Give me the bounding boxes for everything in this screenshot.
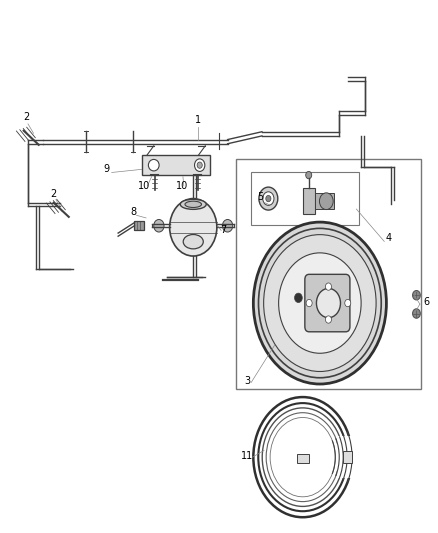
Bar [315, 193, 334, 209]
Bar [236, 159, 421, 389]
Text: 11: 11 [241, 451, 253, 461]
Circle shape [223, 220, 233, 232]
Ellipse shape [185, 201, 201, 207]
Bar [343, 451, 352, 463]
Text: 3: 3 [244, 376, 250, 386]
Bar [134, 221, 144, 230]
Circle shape [154, 220, 164, 232]
Text: 10: 10 [138, 181, 150, 191]
Bar [251, 173, 358, 225]
Circle shape [255, 400, 350, 515]
Circle shape [197, 162, 202, 168]
Polygon shape [337, 436, 357, 478]
Ellipse shape [183, 235, 203, 249]
Circle shape [306, 172, 312, 179]
Circle shape [316, 288, 340, 318]
Text: 8: 8 [130, 207, 136, 217]
Circle shape [258, 228, 381, 378]
Circle shape [263, 192, 274, 205]
Bar [142, 155, 210, 175]
Circle shape [413, 309, 420, 318]
Circle shape [345, 300, 351, 306]
Text: 2: 2 [24, 112, 30, 122]
Text: 4: 4 [385, 233, 392, 244]
Circle shape [306, 300, 312, 306]
Text: 2: 2 [51, 189, 57, 198]
Circle shape [266, 196, 271, 201]
Circle shape [319, 193, 333, 209]
Text: 9: 9 [103, 165, 110, 174]
FancyBboxPatch shape [305, 274, 350, 332]
Text: 1: 1 [194, 115, 201, 125]
Ellipse shape [180, 199, 206, 209]
Bar [303, 188, 315, 214]
Circle shape [413, 290, 420, 300]
Circle shape [194, 159, 205, 172]
Circle shape [259, 187, 278, 210]
Circle shape [170, 199, 217, 256]
Text: 10: 10 [177, 181, 189, 191]
Text: 5: 5 [257, 192, 263, 201]
Circle shape [253, 222, 386, 384]
Circle shape [279, 253, 361, 353]
Circle shape [294, 293, 302, 303]
Circle shape [325, 283, 332, 290]
Ellipse shape [309, 285, 347, 321]
Text: 6: 6 [423, 297, 429, 306]
Text: 7: 7 [220, 225, 226, 235]
Circle shape [325, 316, 332, 323]
Bar [297, 454, 309, 463]
Ellipse shape [148, 159, 159, 171]
Circle shape [264, 235, 376, 372]
